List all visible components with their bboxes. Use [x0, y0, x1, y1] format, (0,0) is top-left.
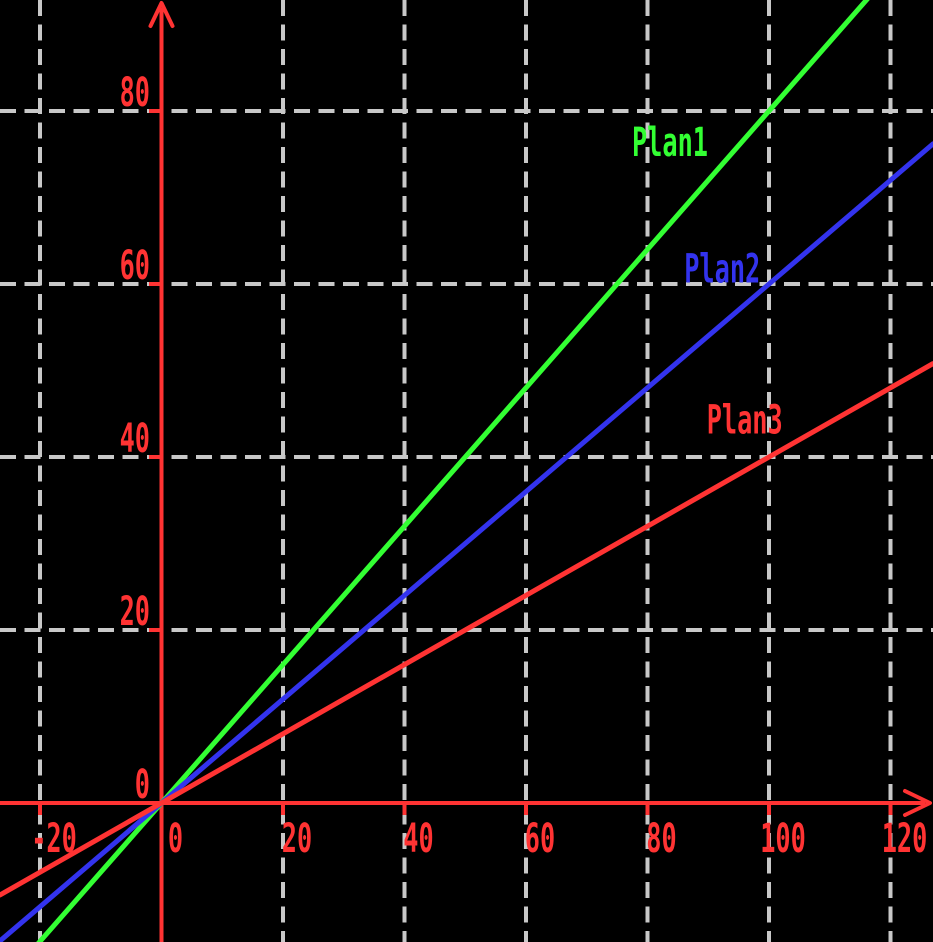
series-label-plan2: Plan2 [684, 246, 760, 292]
series-label-plan1: Plan1 [632, 120, 708, 166]
x-tick-label-40: 40 [403, 816, 433, 862]
x-tick-label-120: 120 [882, 816, 928, 862]
series-line-plan3 [0, 361, 933, 898]
x-tick-label-60: 60 [525, 816, 555, 862]
series-label-plan3: Plan3 [707, 398, 783, 444]
y-tick-label-40: 40 [120, 416, 150, 462]
y-tick-label-20: 20 [120, 589, 150, 635]
y-tick-label-60: 60 [120, 243, 150, 289]
x-tick-label-20: 20 [282, 816, 312, 862]
x-tick-label-0: 0 [168, 816, 183, 862]
y-tick-label-0: 0 [135, 762, 150, 808]
x-axis-arrow-icon [903, 789, 932, 817]
x-tick-label-80: 80 [646, 816, 676, 862]
y-axis-arrow-icon [148, 1, 175, 28]
y-tick-label-80: 80 [120, 70, 150, 116]
x-tick-label-100: 100 [760, 816, 806, 862]
